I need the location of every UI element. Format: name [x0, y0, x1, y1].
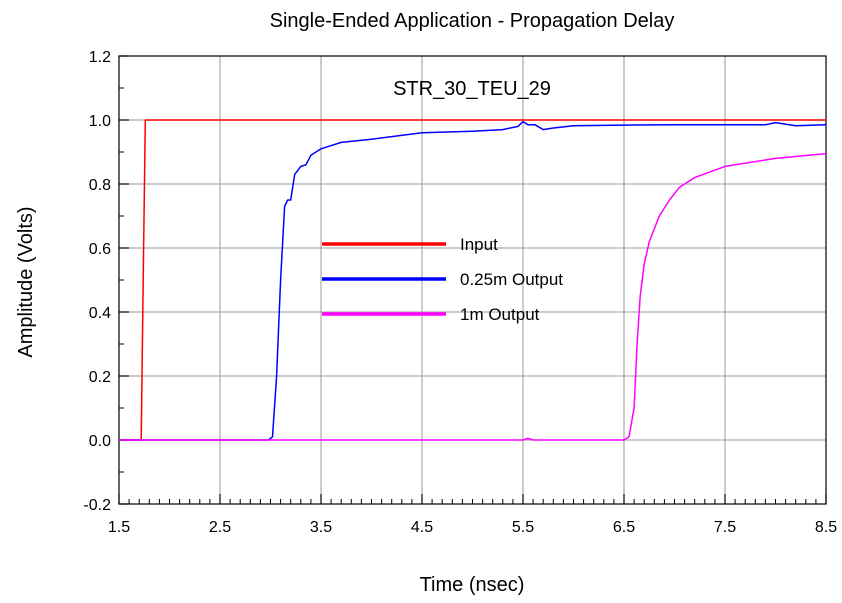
x-tick-label: 4.5 [411, 519, 433, 536]
y-tick-label: 0.6 [89, 241, 111, 258]
series-lines [119, 119, 827, 441]
legend-label: Input [460, 235, 498, 254]
series-line-1 [119, 120, 827, 441]
legend-label: 1m Output [460, 305, 540, 324]
x-tick-label: 7.5 [714, 519, 736, 536]
grid [118, 55, 827, 505]
y-tick-label: 1.2 [89, 49, 111, 66]
y-tick-label: 1.0 [89, 113, 111, 130]
x-tick-label: 1.5 [108, 519, 130, 536]
y-tick-label: 0.0 [89, 433, 111, 450]
y-tick-label: -0.2 [83, 497, 111, 514]
x-tick-label: 6.5 [613, 519, 635, 536]
y-tick-label: 0.2 [89, 369, 111, 386]
chart-annotation: STR_30_TEU_29 [393, 78, 551, 100]
x-tick-label: 2.5 [209, 519, 231, 536]
x-tick-label: 8.5 [815, 519, 837, 536]
x-tick-label: 3.5 [310, 519, 332, 536]
series-line-2 [119, 152, 827, 441]
ticks [118, 55, 827, 505]
y-tick-label: 0.8 [89, 177, 111, 194]
legend-label: 0.25m Output [460, 270, 563, 289]
x-tick-label: 5.5 [512, 519, 534, 536]
chart-title: Single-Ended Application - Propagation D… [270, 10, 675, 32]
y-tick-label: 0.4 [89, 305, 111, 322]
y-axis-label: Amplitude (Volts) [15, 206, 37, 357]
x-axis-label: Time (nsec) [420, 574, 525, 596]
legend: Input 0.25m Output 1m Output [322, 235, 563, 324]
tick-labels: 1.5 2.5 3.5 4.5 5.5 6.5 7.5 8.5 -0.2 0.0 0.2 0.4 0.6… [83, 49, 837, 536]
